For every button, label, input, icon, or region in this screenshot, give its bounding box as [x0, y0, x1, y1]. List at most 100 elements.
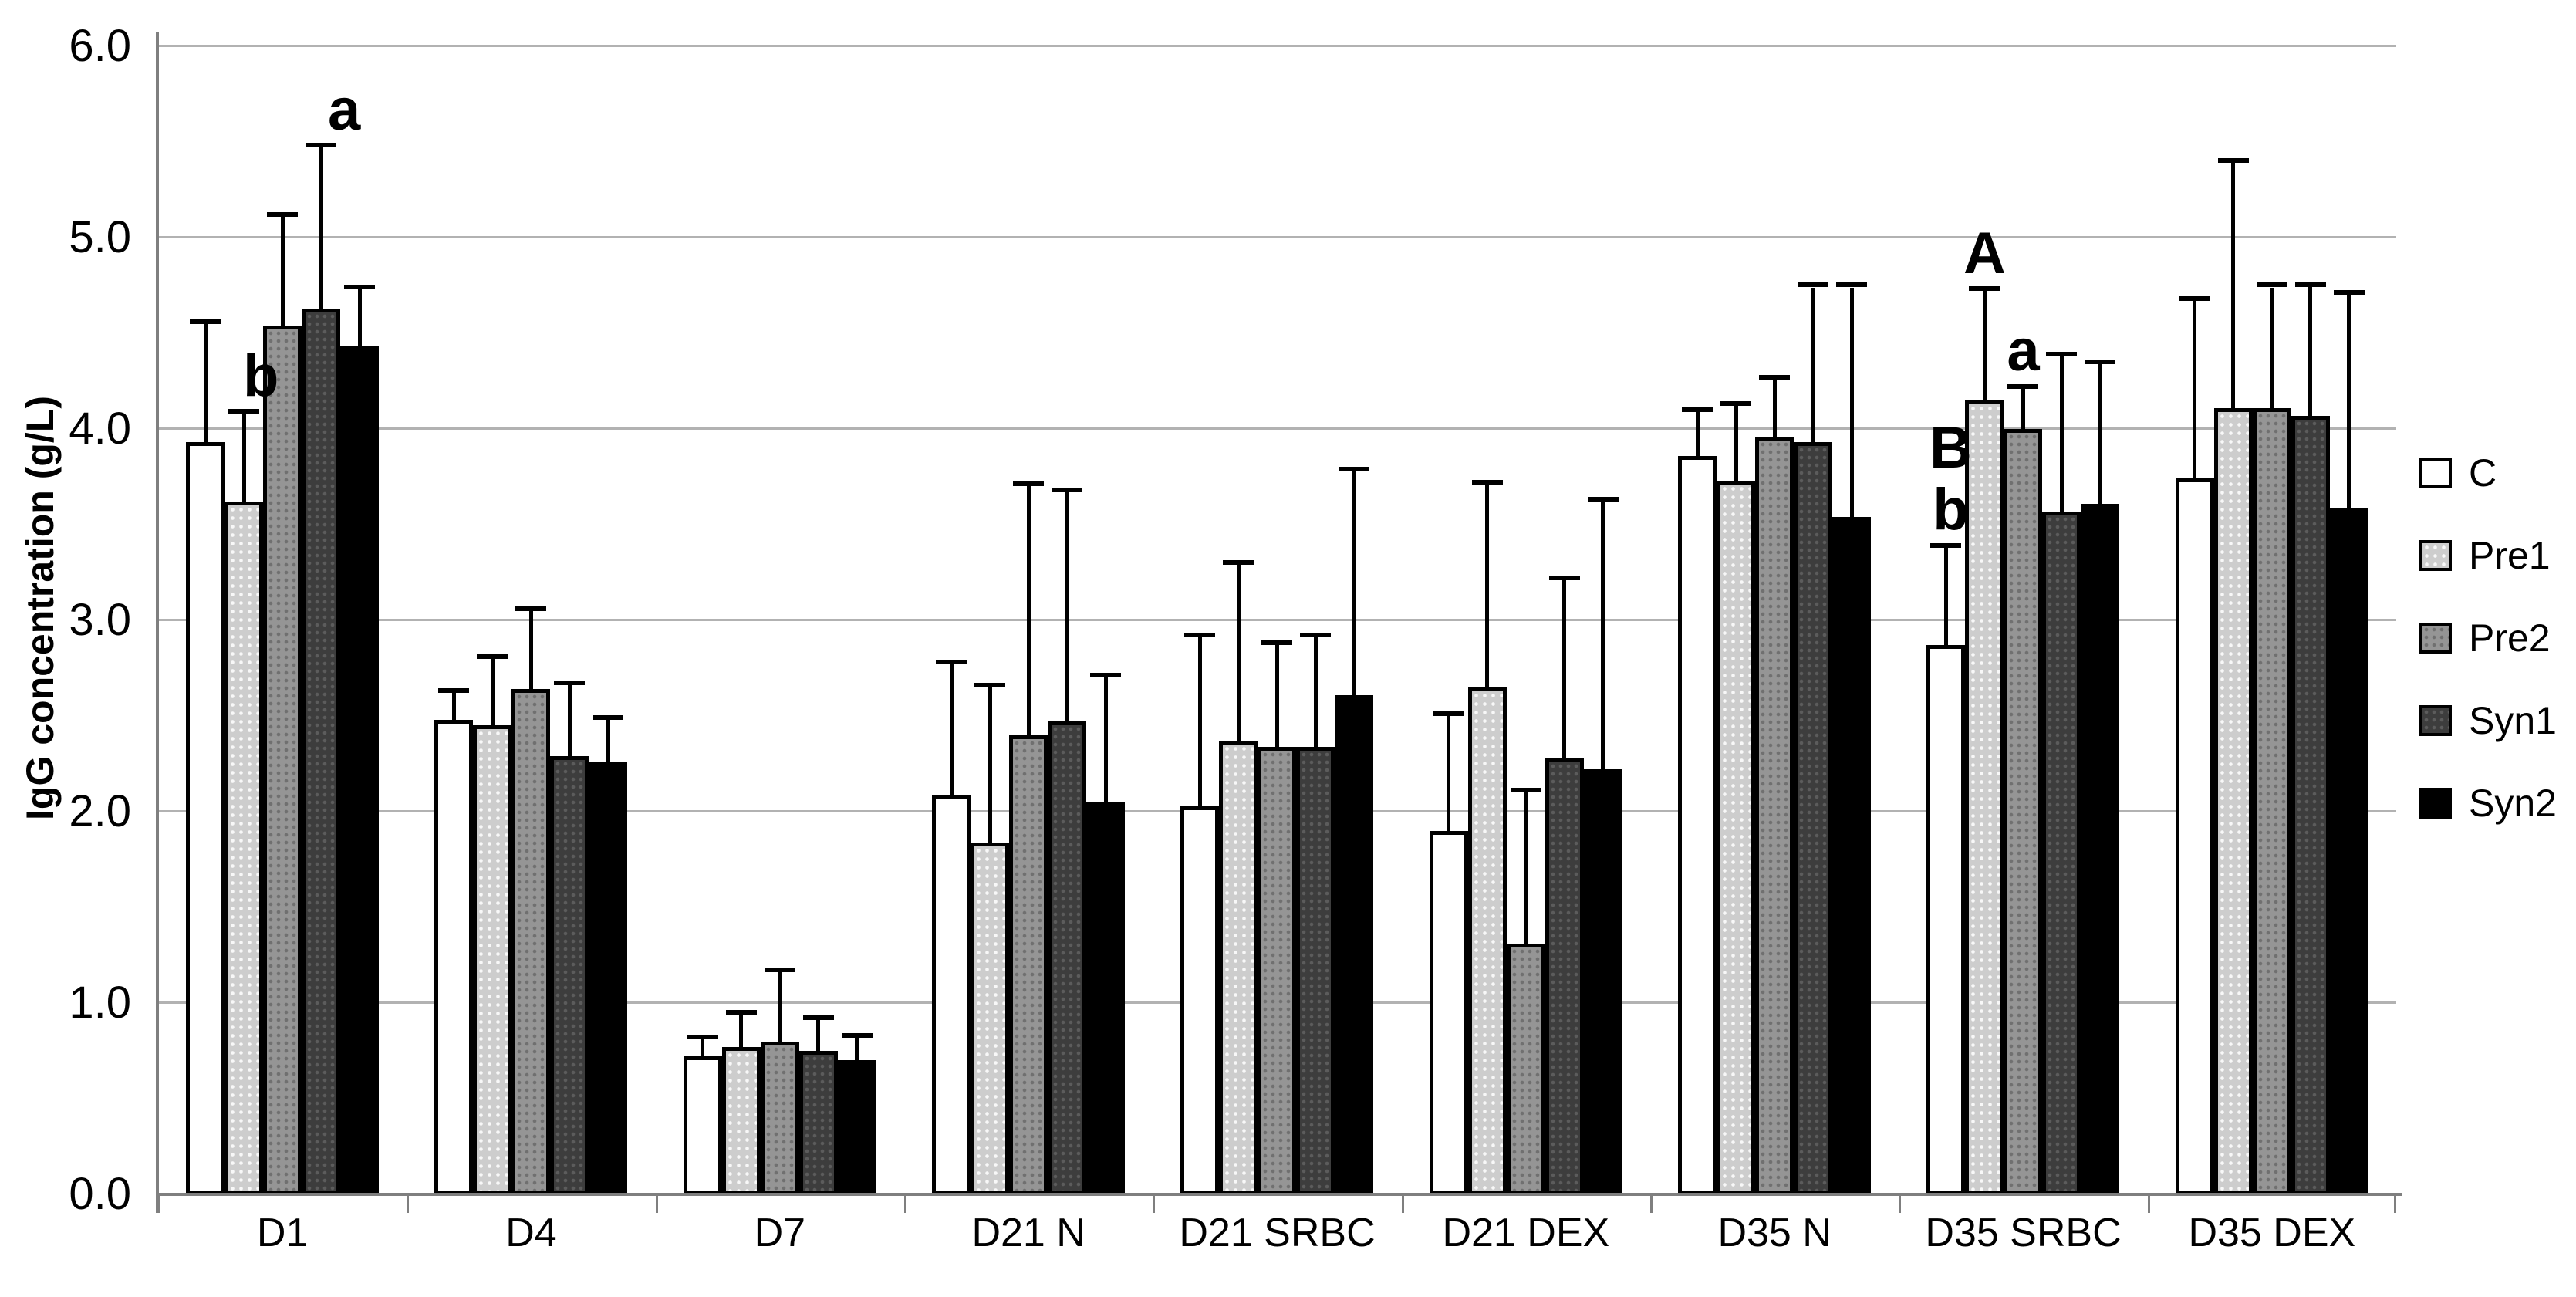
y-tick-label: 0.0 [69, 1169, 131, 1219]
legend-label: Pre2 [2469, 616, 2551, 660]
bar-group [2148, 46, 2396, 1194]
gridline [158, 427, 2396, 430]
error-bar-cap [1930, 542, 1962, 548]
bar [1832, 517, 1872, 1194]
bar-group [407, 46, 655, 1194]
bar-group [1153, 46, 1401, 1194]
x-axis-tick [1153, 1194, 1156, 1213]
error-bar-line [319, 147, 323, 312]
y-tick-label: 1.0 [69, 978, 131, 1028]
error-bar-line [1103, 677, 1108, 806]
error-bar-cap [2007, 383, 2039, 389]
bar [473, 725, 512, 1194]
error-bar-line [1026, 486, 1031, 738]
significance-letter: b [1933, 477, 1969, 543]
error-bar-cap [2085, 359, 2116, 364]
bar [2004, 429, 2043, 1194]
x-axis-tick [158, 1194, 160, 1213]
error-bar-cap [2333, 290, 2365, 296]
error-bar-cap [1261, 640, 1293, 646]
legend: C Pre1 Pre2 Syn1 Syn2 [2419, 444, 2557, 857]
error-bar-line [1943, 547, 1948, 649]
bar [511, 689, 551, 1194]
bar [2213, 407, 2253, 1194]
bar [1965, 400, 2004, 1194]
legend-item-syn1: Syn1 [2419, 692, 2557, 749]
bar [1258, 746, 1297, 1194]
y-tick-label: 6.0 [69, 21, 131, 71]
error-bar-cap [974, 682, 1006, 687]
error-bar-line [2021, 388, 2025, 432]
significance-letter: a [328, 76, 361, 143]
error-bar-line [1313, 637, 1318, 750]
error-bar-line [2270, 287, 2274, 411]
bar [2329, 507, 2368, 1194]
x-axis-tick [1899, 1194, 1902, 1213]
x-axis-tick [2394, 1194, 2396, 1213]
significance-letter: b [242, 343, 279, 409]
bar [760, 1041, 799, 1194]
error-bar-cap [477, 654, 508, 659]
x-tick-label: D35 DEX [2188, 1211, 2356, 1255]
bar [1717, 480, 1756, 1194]
bar [1506, 944, 1545, 1194]
error-bar-cap [1471, 479, 1503, 485]
legend-item-c: C [2419, 444, 2557, 502]
error-bar-line [1524, 792, 1528, 947]
error-bar-line [1562, 579, 1567, 762]
error-bar-cap [228, 409, 260, 414]
significance-letter: a [2007, 318, 2040, 384]
error-bar-line [490, 658, 495, 729]
bar [1755, 436, 1794, 1194]
error-bar-line [1485, 484, 1490, 691]
error-bar-cap [2046, 351, 2078, 356]
error-bar-cap [1836, 282, 1868, 288]
x-tick-label: D21 DEX [1442, 1211, 1610, 1255]
error-bar-line [606, 719, 610, 765]
error-bar-cap [2217, 158, 2249, 164]
error-bar-line [778, 972, 782, 1045]
error-bar-cap [687, 1035, 718, 1040]
gridline [158, 619, 2396, 621]
error-bar-cap [1339, 466, 1370, 471]
bar [1545, 758, 1584, 1194]
x-tick-label: D21 SRBC [1179, 1211, 1376, 1255]
legend-label: Pre1 [2469, 534, 2551, 577]
error-bar-cap [1720, 401, 1752, 407]
bar-group [1650, 46, 1899, 1194]
error-bar-line [1695, 411, 1700, 459]
error-bar-cap [267, 211, 299, 217]
legend-item-pre1: Pre1 [2419, 527, 2557, 584]
y-tick-label: 2.0 [69, 786, 131, 836]
error-bar-line [988, 687, 992, 846]
bar [683, 1056, 722, 1194]
legend-label: C [2469, 451, 2497, 495]
x-tick-label: D1 [256, 1211, 309, 1255]
x-tick-label: D21 N [971, 1211, 1085, 1255]
bar-group [1402, 46, 1650, 1194]
error-bar-line [2193, 300, 2197, 482]
error-bar-line [1352, 471, 1356, 698]
error-bar-cap [1548, 575, 1580, 580]
error-bar-line [2231, 163, 2236, 411]
error-bar-line [701, 1039, 705, 1060]
x-tick-label: D7 [754, 1211, 806, 1255]
error-bar-line [2059, 356, 2064, 515]
bar [932, 794, 971, 1194]
error-bar-line [816, 1020, 821, 1054]
error-bar-cap [2256, 282, 2287, 288]
error-bar-line [1065, 491, 1069, 725]
error-bar-line [241, 414, 246, 505]
error-bar-cap [1052, 487, 1083, 492]
error-bar-cap [1798, 282, 1829, 288]
bar [837, 1060, 876, 1194]
error-bar-line [1849, 287, 1854, 521]
bar [1219, 741, 1258, 1194]
error-bar-cap [1433, 711, 1464, 716]
bar [1296, 746, 1335, 1194]
legend-label: Syn1 [2469, 699, 2557, 742]
significance-letter: B [1929, 415, 1972, 481]
x-axis-tick [1650, 1194, 1653, 1213]
legend-swatch-syn2-icon [2419, 788, 2452, 819]
legend-swatch-syn1-icon [2419, 705, 2452, 736]
